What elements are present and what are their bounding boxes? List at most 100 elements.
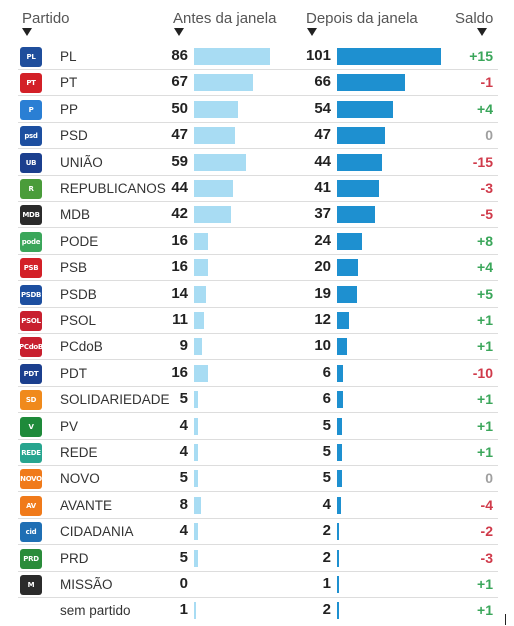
antes-value-label: 5 — [179, 390, 188, 408]
row-divider — [18, 121, 498, 123]
party-name: PSB — [60, 260, 88, 276]
table-row: V PV 4 5 +1 — [18, 414, 498, 440]
party-name: UNIÃO — [60, 154, 103, 170]
depois-bar — [337, 549, 340, 567]
antes-value-label: 42 — [171, 205, 188, 223]
depois-bar — [337, 74, 405, 92]
table-row: PCdoB PCdoB 9 10 +1 — [18, 334, 498, 361]
sort-arrow-saldo-icon[interactable] — [477, 28, 487, 36]
antes-value-label: 67 — [171, 73, 188, 91]
depois-value-label: 2 — [322, 601, 331, 619]
cidadania-logo-icon: cid — [20, 522, 42, 543]
row-divider — [18, 412, 498, 414]
psd-logo-icon: psd — [20, 126, 42, 147]
party-name: PODE — [60, 233, 99, 249]
antes-bar — [194, 523, 198, 541]
antes-bar — [194, 153, 246, 171]
antes-bar — [194, 549, 199, 567]
row-divider — [18, 465, 498, 466]
antes-value-label: 16 — [171, 258, 188, 276]
antes-value-label: 11 — [172, 311, 188, 328]
sort-arrow-depois-icon[interactable] — [307, 28, 317, 36]
depois-value-label: 5 — [322, 443, 331, 460]
depois-value-label: 6 — [322, 390, 331, 408]
saldo-value: +1 — [477, 391, 493, 408]
depois-bar — [337, 602, 340, 620]
saldo-value: +4 — [477, 259, 493, 276]
row-divider — [18, 333, 498, 334]
depois-value-label: 24 — [314, 231, 331, 249]
party-name: sem partido — [60, 603, 131, 619]
saldo-value: +15 — [469, 48, 493, 64]
row-divider — [18, 148, 498, 150]
text-cursor-icon — [505, 614, 506, 625]
depois-bar — [337, 338, 348, 356]
table-row: PSB PSB 16 20 +4 — [18, 255, 498, 282]
mdb-logo-icon: MDB — [20, 205, 42, 226]
sort-arrow-antes-icon[interactable] — [174, 28, 184, 36]
saldo-value: +1 — [477, 602, 493, 619]
saldo-value: +1 — [477, 417, 493, 434]
row-divider — [18, 306, 498, 308]
antes-value-label: 9 — [179, 337, 188, 355]
antes-value-label: 5 — [179, 548, 188, 566]
antes-value-label: 47 — [171, 126, 188, 144]
antes-bar — [194, 312, 204, 329]
antes-value-label: 8 — [179, 495, 188, 513]
depois-value-label: 47 — [314, 126, 331, 144]
sort-arrow-partido-icon[interactable] — [22, 28, 32, 36]
row-divider — [18, 201, 498, 202]
pt-star-logo-icon: PT — [20, 73, 42, 94]
antes-bar — [194, 602, 196, 620]
party-name: PT — [60, 75, 78, 91]
pp-logo-icon: P — [20, 99, 42, 120]
table-row: PRD PRD 5 2 -3 — [18, 546, 498, 572]
row-divider — [18, 69, 498, 70]
antes-value-label: 1 — [179, 601, 188, 619]
depois-bar — [337, 364, 344, 382]
depois-bar — [337, 444, 343, 461]
antes-value-label: 4 — [179, 443, 188, 460]
row-divider — [18, 280, 498, 282]
table-row: UB UNIÃO 59 44 -15 — [18, 150, 498, 176]
antes-value-label: 5 — [179, 469, 188, 487]
header-depois: Depois da janela — [306, 10, 418, 27]
antes-bar — [194, 259, 209, 277]
depois-value-label: 66 — [314, 73, 331, 91]
saldo-value: +1 — [477, 576, 493, 592]
depois-value-label: 4 — [322, 495, 331, 513]
depois-bar — [337, 470, 343, 488]
saldo-value: -3 — [480, 549, 493, 566]
depois-bar — [337, 312, 350, 329]
header-partido: Partido — [22, 10, 70, 27]
saldo-value: -4 — [480, 496, 493, 513]
antes-bar — [194, 417, 198, 435]
party-name: NOVO — [60, 471, 100, 487]
row-divider — [18, 597, 498, 598]
row-divider — [18, 517, 498, 519]
antes-value-label: 16 — [171, 231, 188, 249]
party-name: REPUBLICANOS — [60, 181, 166, 196]
table-row: REDE REDE 4 5 +1 — [18, 440, 498, 466]
party-name: CIDADANIA — [60, 524, 134, 540]
depois-value-label: 41 — [314, 179, 331, 196]
depois-value-label: 20 — [314, 258, 331, 276]
saldo-value: +1 — [477, 312, 493, 328]
antes-value-label: 86 — [171, 47, 188, 64]
avante-logo-icon: AV — [20, 495, 42, 516]
pdt-logo-icon: PDT — [20, 363, 42, 384]
party-name: PRD — [60, 550, 89, 566]
depois-bar — [337, 180, 380, 197]
depois-value-label: 10 — [314, 337, 331, 355]
party-name: PCdoB — [60, 339, 103, 355]
depois-value-label: 19 — [314, 284, 331, 302]
depois-bar — [337, 576, 339, 593]
depois-value-label: 1 — [322, 575, 331, 592]
depois-value-label: 101 — [305, 47, 331, 64]
depois-value-label: 44 — [314, 152, 331, 170]
antes-bar — [194, 338, 202, 356]
header-antes: Antes da janela — [173, 10, 277, 27]
depois-value-label: 54 — [314, 99, 331, 117]
saldo-value: -5 — [480, 206, 493, 223]
party-name: PSDB — [60, 286, 97, 302]
